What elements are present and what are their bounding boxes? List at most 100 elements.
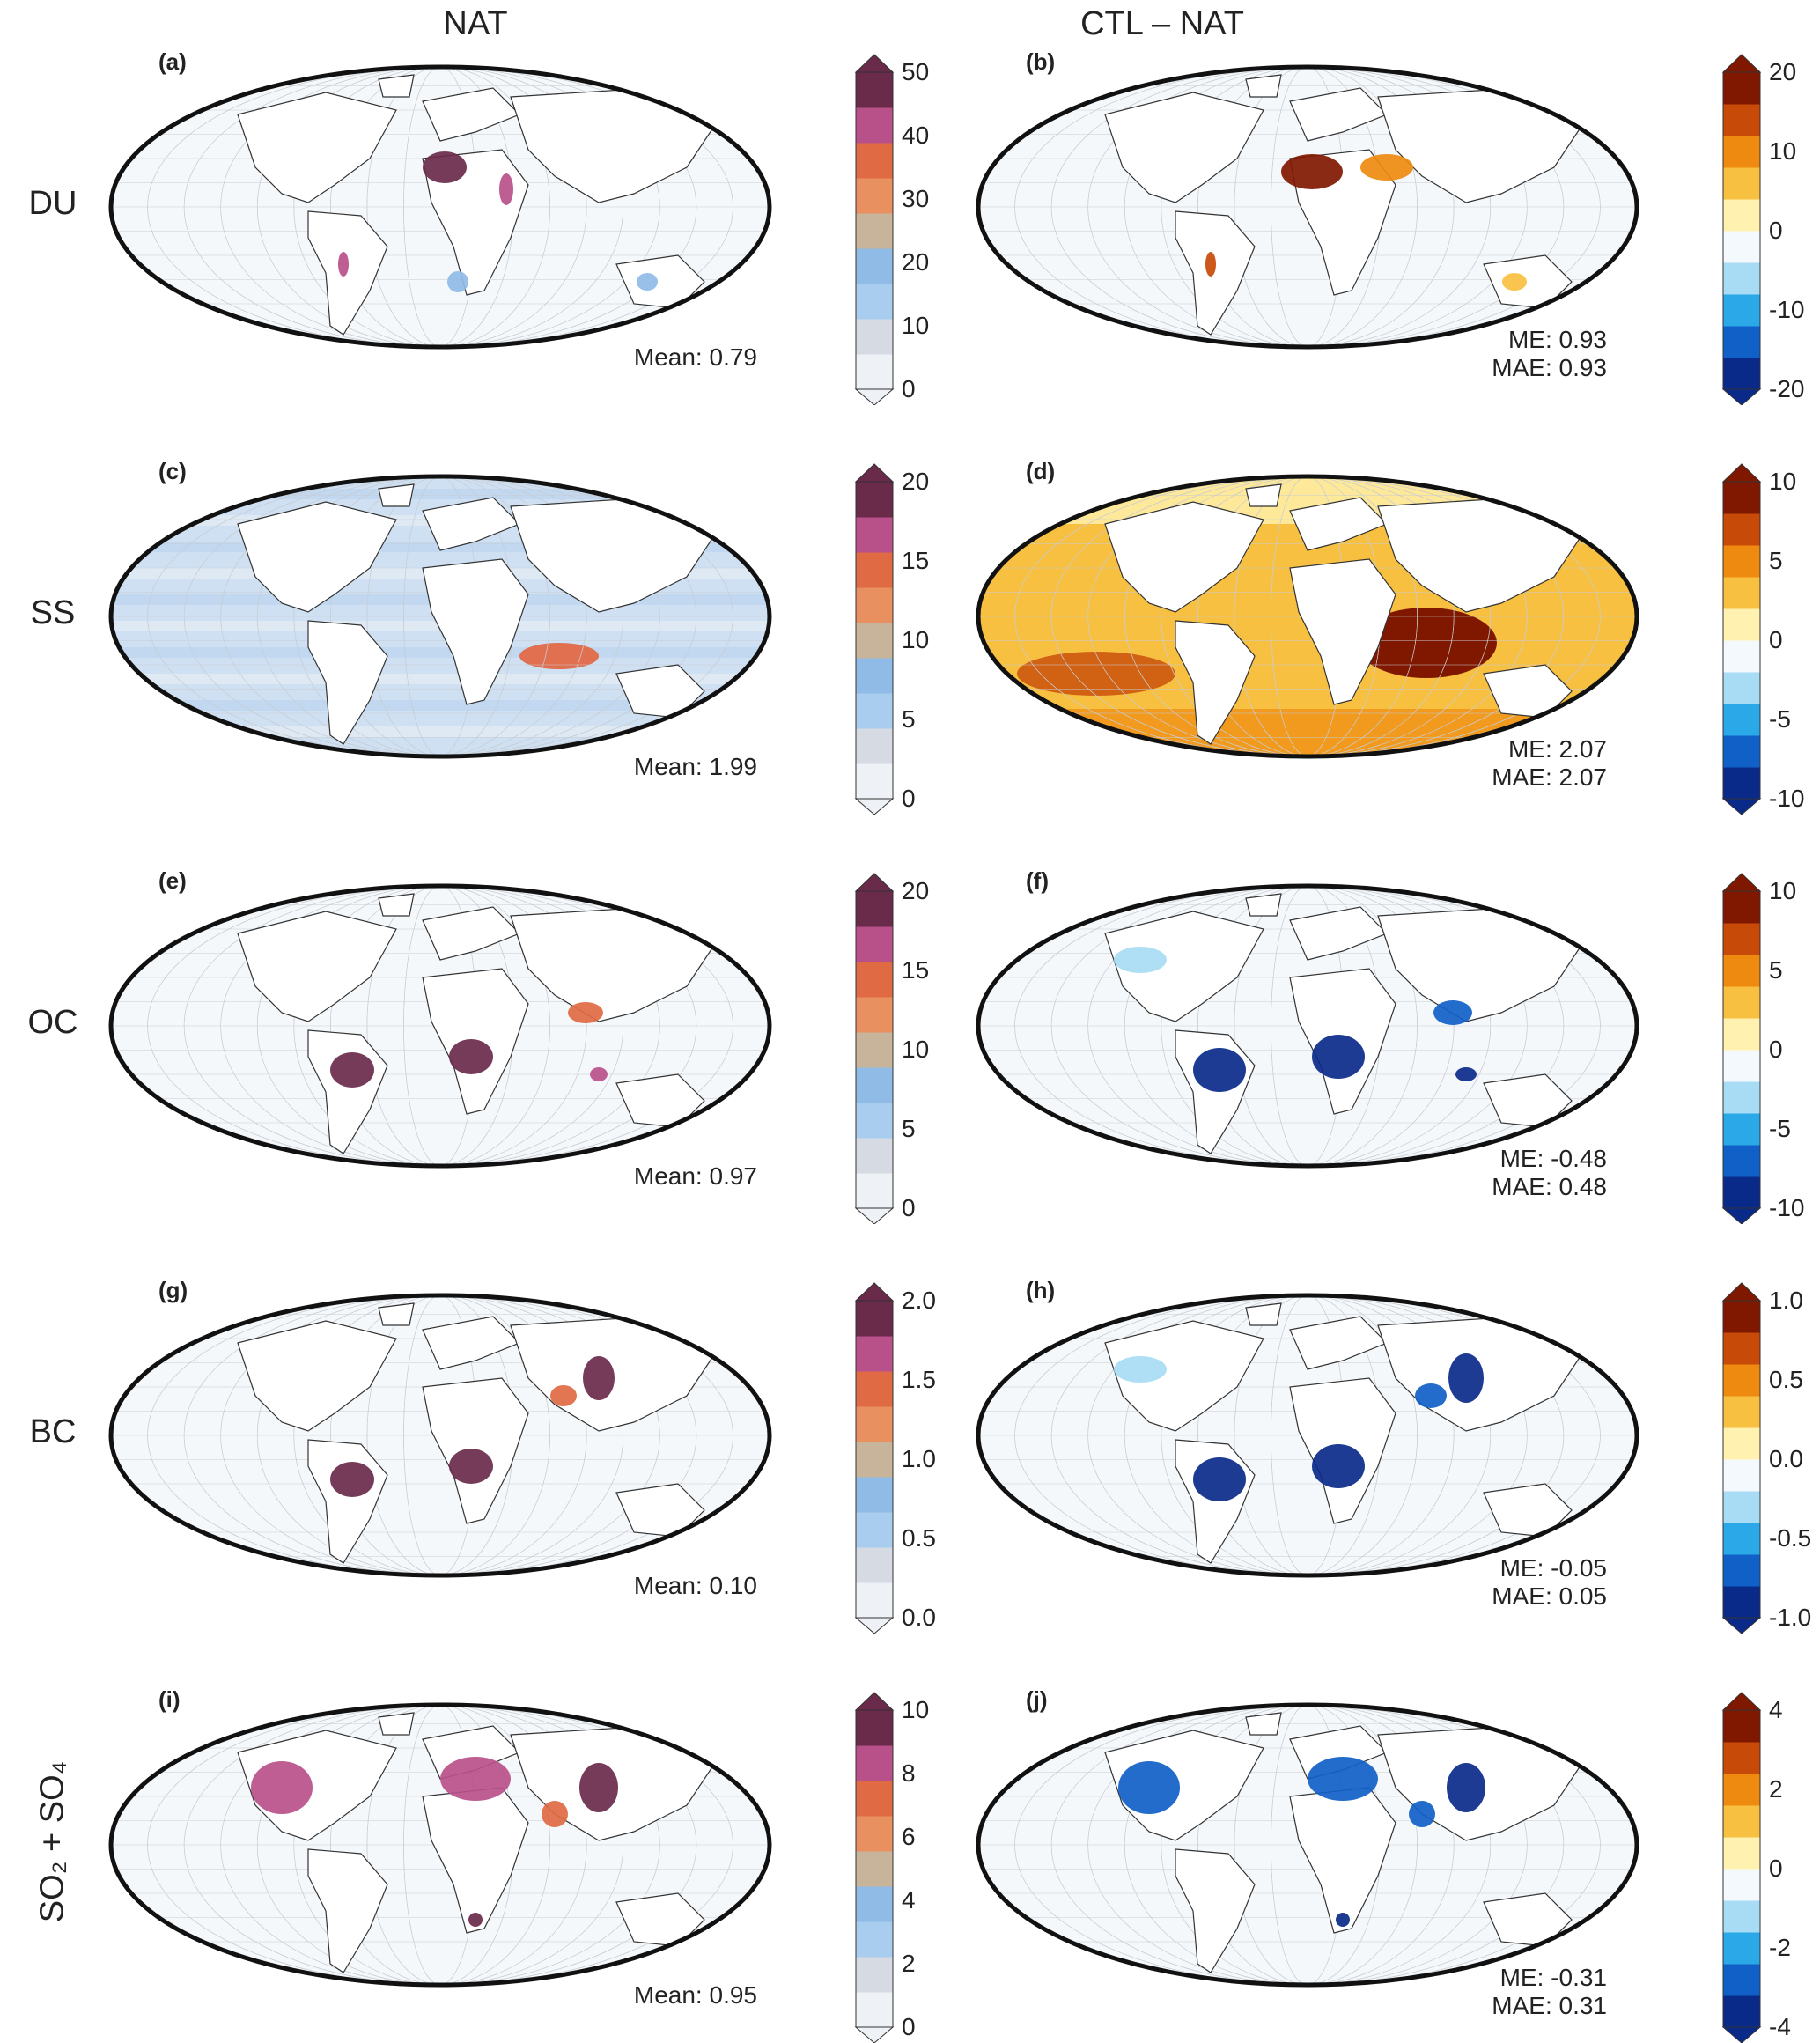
continent-shape <box>615 254 705 309</box>
panel-letter-left-0: (a) <box>158 48 187 75</box>
colorbar-segment <box>856 962 893 998</box>
continent-shape <box>615 1073 705 1128</box>
row-label-3: BC <box>29 1413 77 1450</box>
colorbar-extend-bottom <box>854 388 895 405</box>
map-frame <box>976 883 1639 1169</box>
colorbar-tick-label: -5 <box>1769 705 1791 733</box>
colorbar-nat-3: 2.0 1.5 1.0 0.5 0.0 <box>854 1281 960 1634</box>
colorbar-segment <box>1723 1900 1760 1933</box>
colorbar-tick-label: 50 <box>902 58 930 85</box>
colorbar-segment <box>1723 1364 1760 1397</box>
colorbar-segment <box>1723 1805 1760 1838</box>
hotspot <box>1336 1913 1350 1927</box>
colorbar-extend-bottom <box>854 1617 895 1634</box>
colorbar-extend-top <box>854 1692 895 1711</box>
colorbar-tick-label: 15 <box>902 956 930 984</box>
hotspot <box>468 1913 483 1927</box>
colorbar-segment <box>1723 1742 1760 1774</box>
colorbar-segment <box>856 763 893 800</box>
mae-value-3: MAE: 0.05 <box>1492 1582 1607 1610</box>
colorbar-extend-bottom <box>1721 798 1762 815</box>
colorbar-tick-label: 20 <box>902 248 930 276</box>
hotspot <box>542 1801 568 1827</box>
colorbar-tick-label: 5 <box>902 705 916 733</box>
colorbar-segment <box>1723 891 1760 924</box>
continent-shape <box>615 1483 705 1538</box>
panel-letter-left-4: (i) <box>158 1686 181 1713</box>
colorbar-segment <box>856 1138 893 1174</box>
map-frame <box>108 64 772 350</box>
concentration-hotspots <box>251 1757 618 1927</box>
panel-letter-right-3: (h) <box>1026 1277 1056 1303</box>
hotspot <box>440 1757 511 1801</box>
colorbar-tick-label: 40 <box>902 122 930 149</box>
continent-shape <box>1289 906 1389 961</box>
map-frame <box>976 1702 1639 1988</box>
continent-shape <box>1483 1073 1573 1128</box>
colorbar-tick-label: 1.0 <box>902 1445 936 1472</box>
colorbar-extend-top <box>1721 873 1762 892</box>
colorbar-segment <box>1723 1427 1760 1460</box>
colorbar-segment <box>856 552 893 588</box>
colorbar-tick-label: 0 <box>1769 217 1783 244</box>
hotspot <box>1502 273 1527 291</box>
row-label-0: DU <box>28 185 77 222</box>
colorbar-segment <box>856 1032 893 1068</box>
colorbar-tick-label: 0 <box>1769 1036 1783 1063</box>
colorbar-diff-0: 20 10 0 -10 -20 <box>1721 53 1820 405</box>
colorbar-segment <box>856 213 893 249</box>
colorbar-segment <box>856 587 893 623</box>
colorbar-segment <box>856 1477 893 1513</box>
concentration-hotspots <box>338 151 658 292</box>
row-label-4: SO₂ + SO₄ <box>33 1760 71 1923</box>
concentration-hotspots <box>1118 1757 1485 1927</box>
colorbar-tick-label: 0 <box>1769 626 1783 653</box>
colorbar-segment <box>856 1710 893 1746</box>
colorbar-tick-label: 4 <box>902 1886 916 1914</box>
graticule <box>111 476 770 756</box>
colorbar-tick-label: 10 <box>1769 877 1797 904</box>
continent-shape <box>237 92 397 203</box>
colorbar-segment <box>856 1745 893 1781</box>
continent-shape <box>307 210 388 336</box>
map-nat-0 <box>108 64 772 350</box>
hotspot <box>1193 1457 1246 1501</box>
map-frame <box>976 64 1639 350</box>
continent-shape <box>422 87 521 142</box>
hotspot <box>1118 1761 1180 1814</box>
colorbar-tick-label: -10 <box>1769 1194 1805 1221</box>
continents <box>237 74 723 336</box>
colorbar-tick-label: -10 <box>1769 296 1805 323</box>
colorbar-tick-label: 10 <box>902 312 930 339</box>
hotspot <box>1308 1757 1378 1801</box>
hotspot <box>1193 1048 1246 1092</box>
map-diff-4 <box>976 1702 1639 1988</box>
mae-value-0: MAE: 0.93 <box>1492 354 1607 381</box>
colorbar-segment <box>1723 986 1760 1019</box>
mean-value-0: Mean: 0.79 <box>633 343 757 371</box>
mae-value-1: MAE: 2.07 <box>1492 763 1607 791</box>
row-label-2: OC <box>27 1004 78 1041</box>
hotspot <box>1447 1763 1485 1812</box>
colorbar-segment <box>1723 640 1760 673</box>
colorbar-segment <box>1723 1710 1760 1743</box>
continent-shape <box>1104 501 1264 613</box>
hotspot <box>1455 1067 1477 1081</box>
colorbar-tick-label: 10 <box>902 1036 930 1063</box>
continents <box>237 483 723 745</box>
hotspot <box>330 1462 374 1497</box>
colorbar-segment <box>856 1582 893 1619</box>
colorbar-extend-top <box>854 1282 895 1302</box>
colorbar-segment <box>856 1442 893 1478</box>
continent-shape <box>378 74 415 98</box>
continent-shape <box>1104 92 1264 203</box>
continent-shape <box>378 1712 415 1736</box>
colorbar-segment <box>1723 1491 1760 1523</box>
colorbar-tick-label: 4 <box>1769 1696 1783 1723</box>
colorbar-tick-label: 20 <box>1769 58 1797 85</box>
colorbar-tick-label: -1.0 <box>1769 1604 1812 1631</box>
hotspot <box>1114 1356 1167 1383</box>
continent-shape <box>378 1302 415 1326</box>
map-diff-0 <box>976 64 1639 350</box>
hotspot <box>1360 154 1413 181</box>
